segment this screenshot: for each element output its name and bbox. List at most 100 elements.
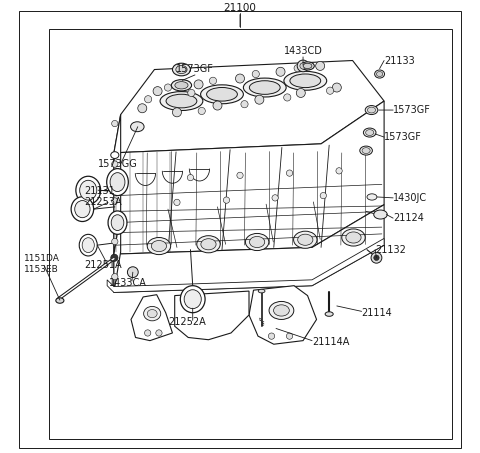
Text: 1433CD: 1433CD <box>284 46 323 56</box>
Ellipse shape <box>172 63 191 76</box>
Polygon shape <box>114 115 120 254</box>
Text: 1573GG: 1573GG <box>98 159 138 169</box>
Circle shape <box>276 67 285 76</box>
Circle shape <box>332 83 341 92</box>
Circle shape <box>198 107 205 115</box>
Text: 1430JC: 1430JC <box>393 193 427 203</box>
Circle shape <box>294 65 301 72</box>
Circle shape <box>336 168 342 174</box>
Ellipse shape <box>206 87 238 101</box>
Circle shape <box>188 89 195 96</box>
Circle shape <box>296 88 305 97</box>
Ellipse shape <box>56 298 64 303</box>
Ellipse shape <box>374 210 387 219</box>
Circle shape <box>272 195 278 201</box>
Ellipse shape <box>366 130 374 135</box>
Polygon shape <box>114 61 384 153</box>
Ellipse shape <box>294 231 317 248</box>
Text: 21251A: 21251A <box>84 260 122 270</box>
Ellipse shape <box>166 94 197 108</box>
Ellipse shape <box>76 176 101 204</box>
Ellipse shape <box>284 71 327 90</box>
Circle shape <box>172 108 181 117</box>
Polygon shape <box>249 286 316 344</box>
Text: 21114A: 21114A <box>312 337 349 347</box>
Ellipse shape <box>110 173 125 192</box>
Text: 1573GF: 1573GF <box>393 105 431 115</box>
Text: 1153EB: 1153EB <box>24 265 59 275</box>
Circle shape <box>374 255 379 260</box>
Circle shape <box>241 101 248 108</box>
Ellipse shape <box>79 234 97 256</box>
Circle shape <box>112 274 118 280</box>
Polygon shape <box>114 214 120 293</box>
Text: 21133: 21133 <box>384 56 415 66</box>
Ellipse shape <box>245 233 269 251</box>
Ellipse shape <box>298 234 313 246</box>
Ellipse shape <box>151 241 167 251</box>
Circle shape <box>112 120 118 127</box>
Ellipse shape <box>363 128 376 137</box>
Ellipse shape <box>147 237 171 255</box>
Circle shape <box>209 77 216 84</box>
Circle shape <box>297 60 309 72</box>
Circle shape <box>156 330 162 336</box>
Polygon shape <box>107 238 384 293</box>
Circle shape <box>213 101 222 110</box>
Ellipse shape <box>160 92 203 111</box>
Ellipse shape <box>250 81 280 94</box>
Ellipse shape <box>175 82 188 89</box>
Circle shape <box>371 252 382 263</box>
Polygon shape <box>131 295 172 341</box>
Circle shape <box>326 87 334 94</box>
Text: 21114: 21114 <box>361 308 392 318</box>
Ellipse shape <box>375 70 384 78</box>
Ellipse shape <box>184 290 201 308</box>
Text: 21100: 21100 <box>224 3 256 13</box>
Bar <box>48 29 452 439</box>
Text: 21131: 21131 <box>84 186 115 196</box>
Circle shape <box>268 333 275 339</box>
Text: 1573GF: 1573GF <box>176 64 214 74</box>
Text: 21132: 21132 <box>375 245 406 255</box>
Circle shape <box>112 198 118 204</box>
Circle shape <box>187 174 193 181</box>
Text: 1573GF: 1573GF <box>384 132 422 142</box>
Ellipse shape <box>75 201 90 218</box>
Ellipse shape <box>290 74 321 87</box>
Circle shape <box>237 172 243 178</box>
Ellipse shape <box>269 301 294 319</box>
Ellipse shape <box>71 197 94 222</box>
Circle shape <box>174 199 180 206</box>
Ellipse shape <box>201 239 216 250</box>
Circle shape <box>164 84 171 91</box>
Text: 21252A: 21252A <box>168 317 206 327</box>
Ellipse shape <box>367 194 377 200</box>
Circle shape <box>252 70 259 77</box>
Ellipse shape <box>342 229 365 246</box>
Ellipse shape <box>176 66 187 73</box>
Circle shape <box>127 267 138 278</box>
Text: 21253A: 21253A <box>84 198 122 207</box>
Circle shape <box>112 238 118 245</box>
Circle shape <box>111 254 118 261</box>
Circle shape <box>284 94 291 101</box>
Ellipse shape <box>362 148 370 154</box>
Ellipse shape <box>180 286 205 313</box>
Circle shape <box>287 333 293 339</box>
Ellipse shape <box>301 62 314 70</box>
Ellipse shape <box>360 146 372 155</box>
Circle shape <box>316 62 324 70</box>
Ellipse shape <box>144 306 161 321</box>
Text: 1151DA: 1151DA <box>24 254 60 263</box>
Ellipse shape <box>111 152 119 159</box>
Circle shape <box>138 104 147 113</box>
Ellipse shape <box>365 106 378 115</box>
Circle shape <box>236 74 244 83</box>
Polygon shape <box>114 205 384 293</box>
Circle shape <box>112 161 118 167</box>
Ellipse shape <box>82 238 94 253</box>
Ellipse shape <box>131 122 144 132</box>
Circle shape <box>144 96 152 103</box>
Ellipse shape <box>243 78 286 97</box>
